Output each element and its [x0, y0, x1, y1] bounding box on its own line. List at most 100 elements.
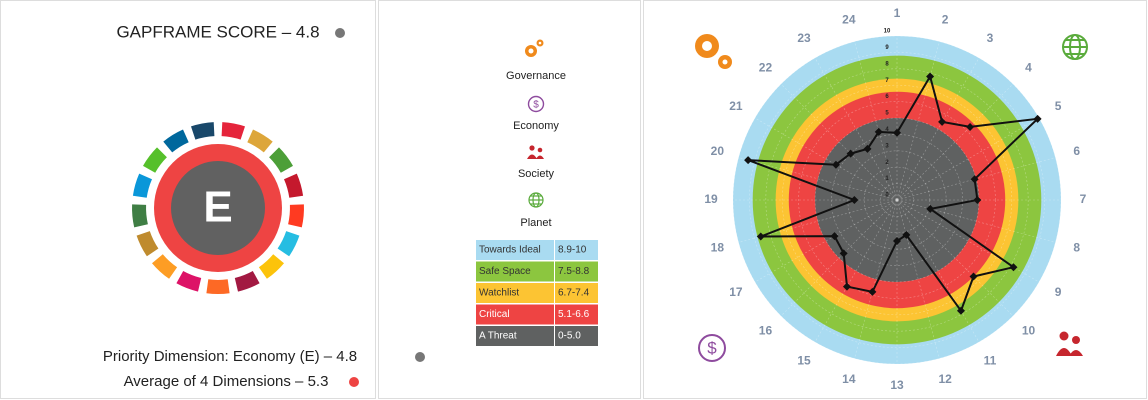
band-range: 8.9-10: [558, 245, 587, 256]
category-label: 9: [1055, 285, 1062, 299]
score-point: [756, 232, 765, 241]
priority-dot: [415, 352, 425, 362]
score-point: [966, 122, 975, 131]
svg-text:$: $: [707, 338, 717, 357]
spoke: [854, 199, 898, 359]
score-point: [1033, 114, 1042, 123]
badge-core: [171, 161, 265, 255]
r-tick-label: 1: [885, 176, 889, 182]
score-point: [926, 204, 935, 213]
r-tick-label: 4: [885, 127, 889, 133]
r-tick-label: 9: [885, 45, 889, 51]
r-tick-label: 2: [885, 160, 889, 166]
score-point: [863, 144, 872, 153]
spoke: [814, 57, 898, 201]
r-tick-label: 6: [885, 94, 889, 100]
category-label: 21: [729, 99, 743, 113]
score-point: [831, 160, 840, 169]
category-label: 3: [987, 31, 994, 45]
score-point: [970, 175, 979, 184]
r-tick-label: 5: [885, 111, 889, 117]
category-label: 22: [759, 61, 773, 75]
band-name: Watchlist: [479, 288, 519, 299]
spoke: [754, 199, 898, 283]
band-name: A Threat: [479, 331, 517, 342]
category-label: 7: [1080, 192, 1087, 206]
r-tick-label: 8: [885, 61, 889, 67]
score-point: [842, 282, 851, 291]
score-point: [926, 72, 935, 81]
average-text: Average of 4 Dimensions – 5.3: [124, 373, 329, 390]
spoke: [896, 117, 1040, 201]
grid-circle: [732, 35, 1062, 365]
spoke: [896, 57, 980, 201]
planet-icon: [528, 192, 544, 208]
dimension-label: Planet: [520, 217, 551, 229]
band-swatch: [476, 283, 554, 303]
score-point: [973, 196, 982, 204]
badge-segment: [132, 204, 148, 228]
band-swatch: [476, 261, 554, 282]
badge-segment: [176, 271, 202, 292]
band-range: 0-5.0: [558, 331, 581, 342]
badge-segment: [284, 173, 304, 198]
category-label: 10: [1022, 324, 1036, 338]
badge-segment: [191, 122, 215, 140]
r-tick-label: 7: [885, 78, 889, 84]
economy-corner-icon: $: [698, 334, 726, 362]
category-label: 2: [942, 13, 949, 27]
score-point: [893, 237, 901, 245]
score-point: [1009, 263, 1018, 272]
spoke: [896, 199, 980, 343]
badge: [132, 122, 304, 294]
dimension-label: Governance: [506, 70, 566, 82]
category-label: 1: [894, 6, 901, 20]
score-point: [846, 149, 855, 158]
governance-corner-icon: [695, 34, 732, 69]
category-label: 14: [842, 372, 856, 386]
spoke: [754, 117, 898, 201]
badge-segment: [206, 279, 230, 294]
category-label: 12: [938, 372, 952, 386]
badge-segment: [221, 122, 245, 140]
spoke: [814, 199, 898, 343]
grid-circle: [847, 150, 947, 250]
score-point: [874, 127, 883, 136]
category-label: 20: [711, 144, 725, 158]
grid-circle: [798, 101, 996, 299]
band-swatch: [555, 283, 598, 303]
band-range: 6.7-7.4: [558, 288, 590, 299]
category-label: 4: [1025, 61, 1032, 75]
radar-panel: [643, 0, 1147, 399]
band-swatch: [555, 261, 598, 282]
r-tick-label: 3: [885, 143, 889, 149]
grid-circle: [880, 183, 914, 217]
society-corner-icon: [1056, 331, 1083, 356]
badge-segment: [288, 204, 304, 228]
r-tick-label: 10: [884, 29, 891, 35]
band-swatch: [476, 326, 554, 346]
band-name: Critical: [479, 309, 510, 320]
band-range: 7.5-8.8: [558, 266, 590, 277]
score-point: [938, 117, 947, 126]
category-label: 8: [1073, 240, 1080, 254]
badge-segment: [132, 173, 152, 198]
economy-icon: $: [527, 95, 545, 113]
score-point: [969, 272, 978, 281]
spoke: [896, 83, 1014, 201]
category-label: 19: [704, 192, 718, 206]
band-swatch: [476, 240, 554, 260]
score-dot: [335, 28, 345, 38]
grid-circle: [765, 68, 1029, 332]
score-point: [830, 232, 839, 241]
average-dot: [349, 377, 359, 387]
band-name: Safe Space: [479, 266, 531, 277]
category-label: 13: [890, 378, 904, 392]
grid-circle: [863, 166, 931, 234]
category-label: 16: [759, 324, 773, 338]
badge-segment: [152, 254, 178, 279]
band-range: 5.1-6.6: [558, 309, 590, 320]
category-label: 15: [797, 353, 811, 367]
category-label: 17: [729, 285, 743, 299]
